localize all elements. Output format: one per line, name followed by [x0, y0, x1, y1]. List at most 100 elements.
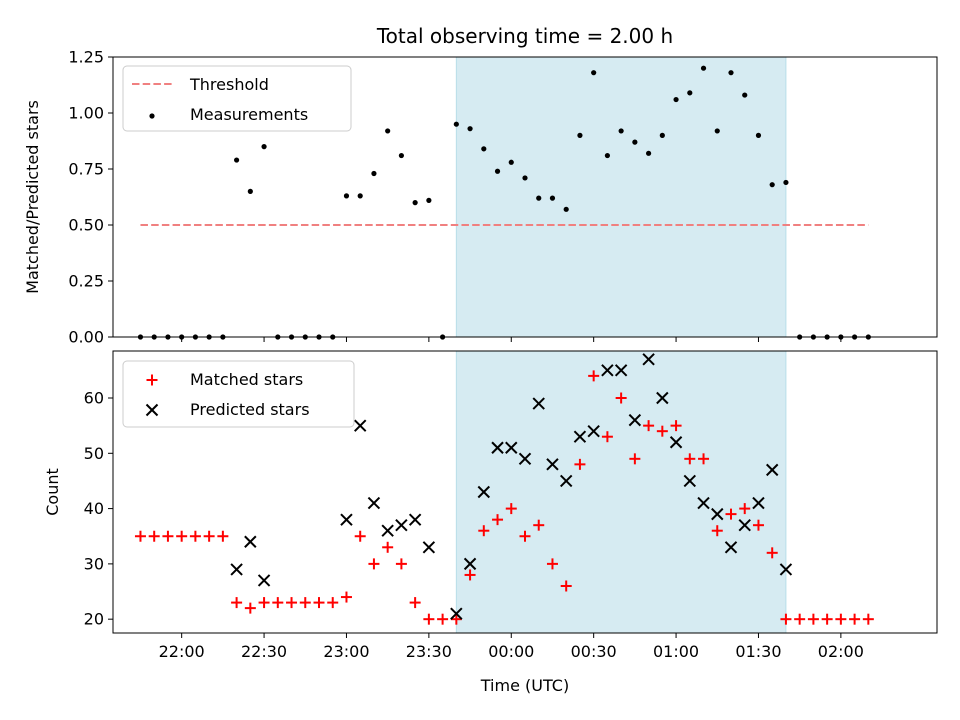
- matched-star-point: [752, 519, 764, 531]
- matched-star-point: [643, 420, 655, 432]
- matched-star-point: [533, 519, 545, 531]
- matched-star-point: [423, 613, 435, 625]
- predicted-star-point: [381, 524, 394, 537]
- x-marker-b: [642, 353, 655, 366]
- measurement-point: [343, 193, 350, 199]
- measurement-point: [591, 70, 597, 76]
- matched-star-point: [189, 530, 201, 542]
- x-marker-b: [353, 419, 367, 432]
- measurement-point: [481, 146, 487, 152]
- top-axes-frame: [112, 56, 938, 338]
- measurement-point: [467, 126, 473, 132]
- bottom-y-tick-label: 30: [84, 554, 104, 573]
- matched-star-point: [368, 558, 380, 570]
- x-marker-b: [367, 496, 381, 510]
- measurement-points: [137, 65, 871, 340]
- x-marker-b: [559, 474, 573, 488]
- x-marker-b: [628, 413, 642, 427]
- predicted-star-point: [532, 397, 545, 410]
- matched-star-point: [162, 530, 174, 542]
- x-marker-b: [381, 524, 394, 537]
- x-marker-b: [395, 518, 408, 532]
- matched-star-point: [739, 503, 751, 515]
- matched-star-point: [299, 597, 311, 609]
- matched-star-point: [217, 530, 229, 542]
- matched-star-point: [821, 613, 833, 625]
- x-marker-b: [614, 364, 628, 377]
- legend-matched-label: Matched stars: [190, 370, 303, 389]
- matched-star-point: [464, 569, 476, 581]
- legend-matched-marker: [146, 374, 158, 386]
- bottom-y-tick-label: 40: [84, 499, 104, 518]
- matched-star-point: [711, 525, 723, 537]
- legend-measurements-label: Measurements: [190, 105, 308, 124]
- x-marker-b: [711, 507, 724, 521]
- x-tick-label: 23:30: [406, 642, 452, 661]
- x-tick-label: 22:30: [241, 642, 287, 661]
- predicted-star-point: [422, 541, 436, 554]
- x-marker-b: [244, 535, 257, 548]
- predicted-star-point: [697, 496, 710, 510]
- measurement-point: [618, 128, 624, 134]
- predicted-star-point: [408, 513, 422, 526]
- x-tick-label: 00:00: [488, 642, 534, 661]
- top-x-ticks: [181, 337, 842, 342]
- top-y-tick-label: 0.00: [68, 328, 104, 347]
- measurement-point: [261, 144, 267, 150]
- predicted-star-point: [752, 496, 765, 510]
- matched-star-point: [505, 503, 517, 515]
- top-y-tick-label: 1.25: [68, 48, 104, 67]
- matched-star-point: [478, 525, 490, 537]
- predicted-star-point: [340, 513, 353, 526]
- top-y-tick-label: 1.00: [68, 104, 104, 123]
- measurement-point: [453, 121, 459, 127]
- bottom-legend-box: [122, 360, 355, 428]
- matched-star-point: [354, 530, 366, 542]
- matched-star-point: [134, 530, 146, 542]
- measurement-point: [234, 157, 240, 163]
- matched-star-point: [615, 392, 627, 404]
- bottom-y-tick-label: 20: [84, 610, 104, 629]
- x-marker-b: [505, 441, 518, 454]
- matched-star-point: [244, 602, 256, 614]
- predicted-star-point: [669, 436, 683, 449]
- predicted-star-point: [779, 563, 793, 576]
- measurement-point: [549, 195, 556, 201]
- matched-star-point: [148, 530, 160, 542]
- legend-predicted-label: Predicted stars: [190, 400, 310, 419]
- matched-star-point: [698, 453, 710, 465]
- chart-title: Total observing time = 2.00 h: [376, 24, 673, 48]
- top-y-tick-label: 0.50: [68, 216, 104, 235]
- measurement-point: [247, 188, 253, 194]
- measurement-point: [769, 182, 775, 188]
- matched-star-point: [231, 597, 243, 609]
- x-marker-b: [408, 513, 422, 526]
- measurement-point: [494, 168, 501, 174]
- predicted-star-point: [477, 485, 491, 499]
- bottom-legend: Matched stars Predicted stars: [122, 360, 355, 428]
- measurement-point: [563, 206, 569, 212]
- measurement-point: [714, 128, 720, 134]
- x-tick-label: 23:00: [323, 642, 369, 661]
- measurement-point: [412, 200, 418, 206]
- measurement-point: [742, 92, 748, 98]
- predicted-star-point: [257, 574, 271, 587]
- x-marker-b: [532, 397, 545, 410]
- measurement-point: [632, 139, 638, 145]
- matched-star-point: [203, 530, 215, 542]
- predicted-star-point: [587, 424, 600, 438]
- measurement-point: [385, 128, 391, 134]
- matched-star-point: [313, 597, 325, 609]
- predicted-star-point: [559, 474, 573, 488]
- x-marker-b: [765, 463, 779, 477]
- matched-star-point: [780, 613, 792, 625]
- measurement-point: [536, 195, 542, 201]
- predicted-star-point: [724, 541, 738, 554]
- x-marker-b: [546, 458, 559, 471]
- predicted-star-point: [656, 391, 669, 405]
- x-marker-b: [738, 518, 751, 532]
- x-marker-b: [573, 430, 587, 443]
- predicted-star-point: [738, 518, 751, 532]
- predicted-star-point: [518, 452, 532, 466]
